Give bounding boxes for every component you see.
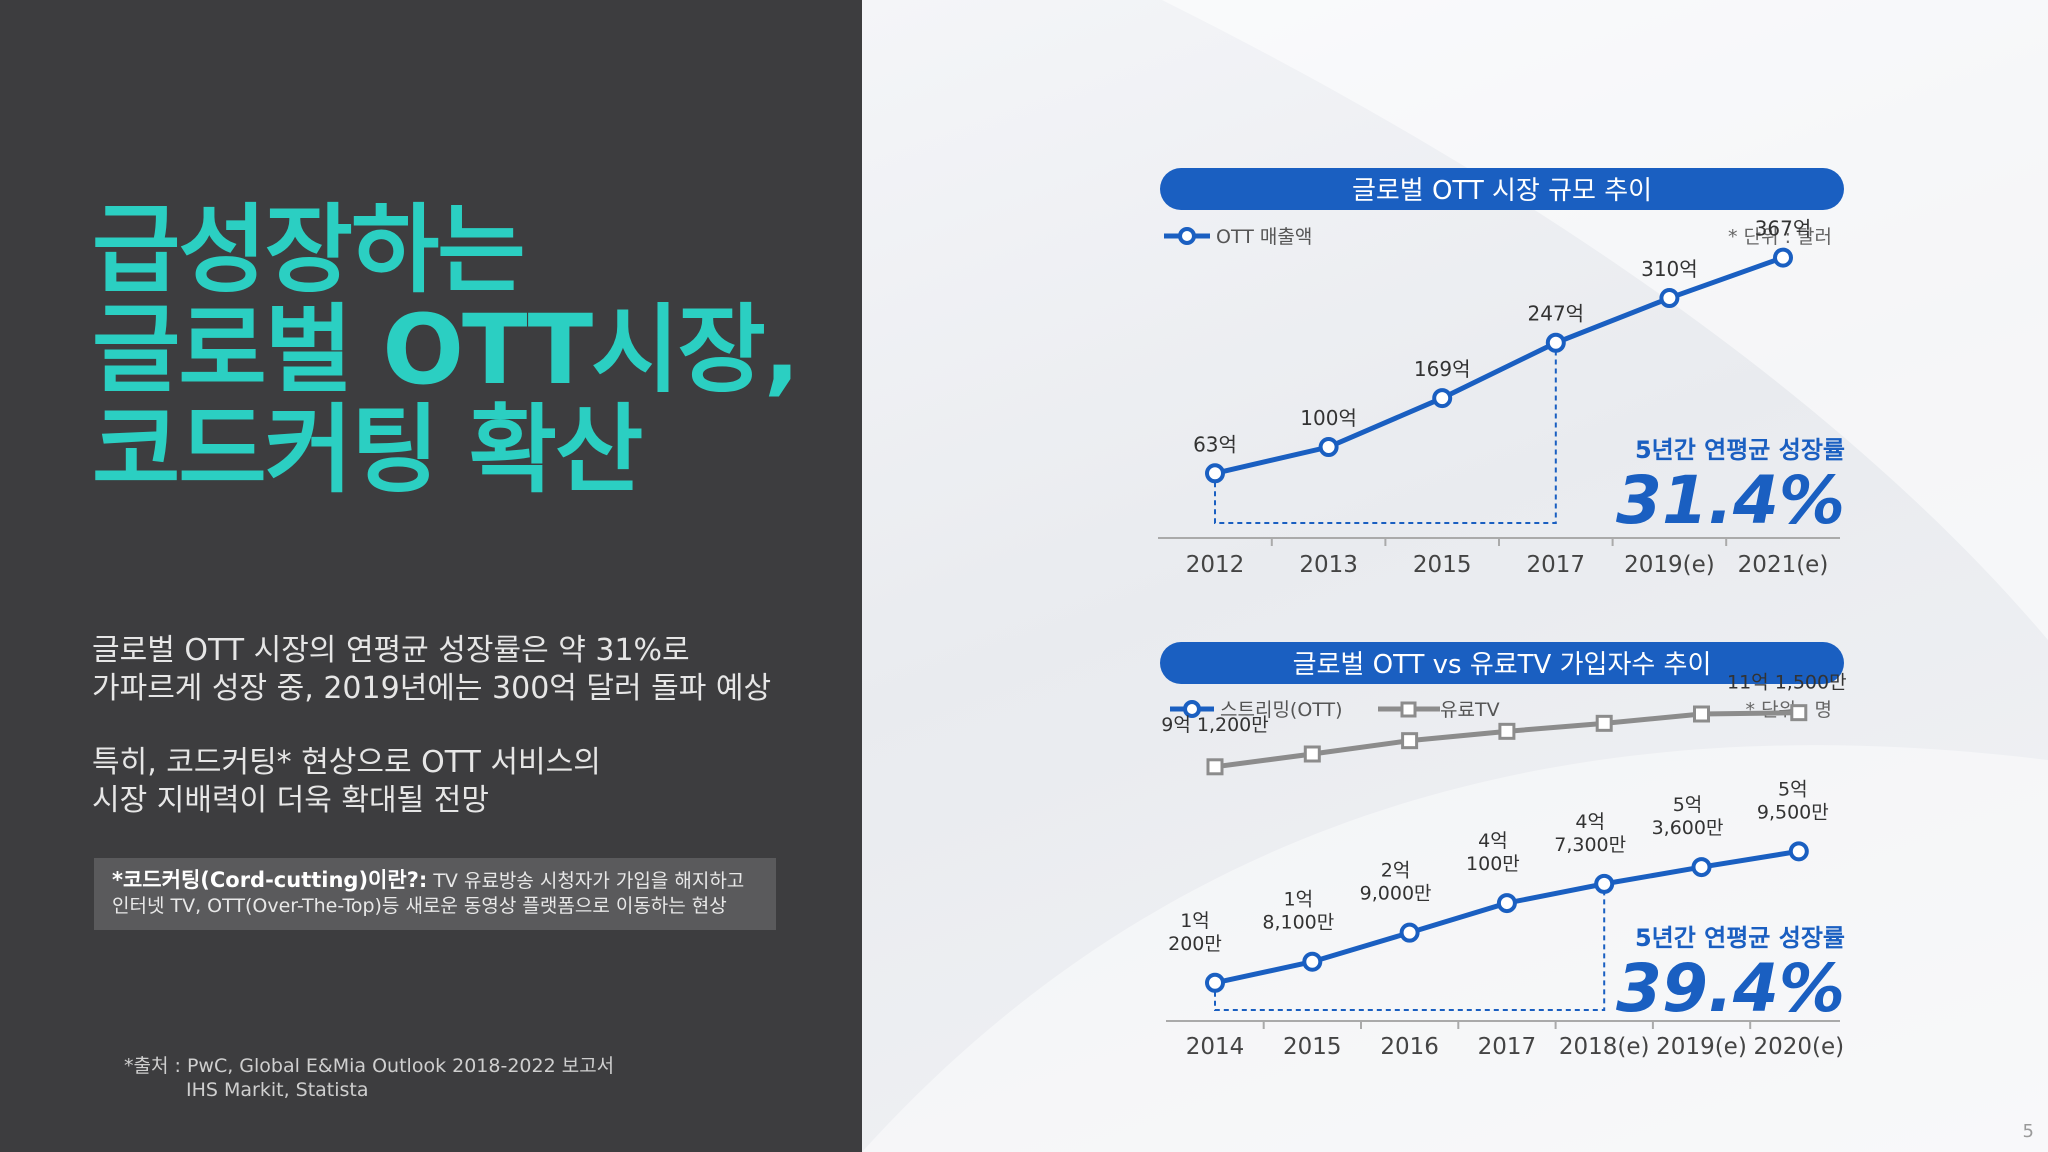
page-number: 5 <box>2022 1121 2034 1142</box>
x-tick-label: 2015 <box>1283 1034 1342 1060</box>
chart-title-bar <box>1160 168 1844 210</box>
legend-marker-paytv <box>1400 701 1417 718</box>
data-label-ott: 1억 200만 <box>1168 910 1222 955</box>
x-tick-label: 2019(e) <box>1656 1034 1747 1060</box>
chart-title-bar <box>1160 642 1844 684</box>
growth-caption: 5년간 연평균 성장률 <box>1635 436 1845 464</box>
growth-caption: 5년간 연평균 성장률 <box>1635 924 1845 952</box>
headline-line-3: 코드커팅 확산 <box>92 394 643 506</box>
unit-note: * 단위 : 달러 <box>1728 226 1832 248</box>
data-point-paytv <box>1595 714 1613 732</box>
data-point <box>1205 463 1225 484</box>
chart-title: 글로벌 OTT vs 유료TV 가입자수 추이 <box>1293 650 1712 680</box>
x-tick-label: 2012 <box>1186 552 1245 578</box>
x-tick-label: 2013 <box>1299 552 1358 578</box>
legend-label-paytv: 유료TV <box>1440 699 1500 721</box>
data-label-ott: 5억 9,500만 <box>1757 778 1829 823</box>
data-point-ott <box>1788 841 1809 862</box>
x-tick-label: 2017 <box>1527 552 1586 578</box>
x-tick-label: 2021(e) <box>1738 552 1829 578</box>
data-label: 310억 <box>1641 257 1698 281</box>
data-label-ott: 4억 100만 <box>1466 830 1520 875</box>
headline-line-1: 급성장하는 <box>92 194 526 306</box>
growth-value: 39.4% <box>1616 950 1845 1027</box>
paragraph-cord-cutting-line-1: 특히, 코드커팅* 현상으로 OTT 서비스의 <box>92 745 601 780</box>
legend-label-ott: 스트리밍(OTT) <box>1220 699 1343 721</box>
data-label: 100억 <box>1300 406 1357 430</box>
paragraph-cord-cutting: 특히, 코드커팅* 현상으로 OTT 서비스의 시장 지배력이 더욱 확대될 전… <box>92 744 812 820</box>
data-point <box>1318 437 1339 458</box>
source-note: *출처 : PwC, Global E&Mia Outlook 2018-202… <box>124 1054 614 1102</box>
cagr-guide-dashed <box>1214 342 1557 524</box>
unit-note: * 단위 : 명 <box>1746 699 1832 721</box>
background-swoosh <box>862 0 2048 1152</box>
data-point <box>1773 247 1793 268</box>
data-label-ott: 4억 7,300만 <box>1554 811 1626 856</box>
x-tick-label: 2016 <box>1380 1034 1439 1060</box>
chart-ott-market-size: 글로벌 OTT 시장 규모 추이 OTT 매출액 * 단위 : 달러 2012 2013… <box>1158 168 1845 578</box>
headline: 급성장하는 글로벌 OTT시장, 코드커팅 확산 <box>92 200 852 500</box>
source-line-1: *출처 : PwC, Global E&Mia Outlook 2018-202… <box>124 1055 615 1077</box>
data-point-ott <box>1205 972 1225 993</box>
legend-marker-ott <box>1183 700 1201 718</box>
source-line-2: IHS Markit, Statista <box>186 1079 369 1101</box>
data-label-paytv: 9억 1,200만 <box>1161 714 1268 736</box>
legend-label: OTT 매출액 <box>1216 226 1312 248</box>
paragraph-growth: 글로벌 OTT 시장의 연평균 성장률은 약 31%로 가파르게 성장 중, 2… <box>92 632 812 708</box>
series-line-ott-revenue <box>1214 255 1784 476</box>
cagr-guide-dashed <box>1214 883 1606 1011</box>
growth-value: 31.4% <box>1616 462 1845 539</box>
data-point-ott <box>1302 951 1323 972</box>
paragraph-growth-line-2: 가파르게 성장 중, 2019년에는 300억 달러 돌파 예상 <box>92 671 772 706</box>
definition-line-1: *코드커팅(Cord-cutting)이란?: TV 유료방송 시청자가 가입을… <box>112 868 758 894</box>
left-panel: 급성장하는 글로벌 OTT시장, 코드커팅 확산 글로벌 OTT 시장의 연평균… <box>0 0 862 1152</box>
x-tick-label: 2014 <box>1186 1034 1245 1060</box>
chart-title: 글로벌 OTT 시장 규모 추이 <box>1352 176 1652 206</box>
data-point-paytv <box>1206 758 1224 776</box>
data-point-paytv <box>1401 732 1419 750</box>
paragraph-growth-line-1: 글로벌 OTT 시장의 연평균 성장률은 약 31%로 <box>92 633 690 668</box>
legend-marker <box>1178 227 1196 245</box>
data-point-ott <box>1594 873 1615 894</box>
data-point-ott <box>1691 857 1712 878</box>
data-label: 63억 <box>1193 432 1237 456</box>
data-label-paytv: 11억 1,500만 <box>1727 672 1847 694</box>
data-point-paytv <box>1303 745 1321 763</box>
definition-line-2: 인터넷 TV, OTT(Over-The-Top)등 새로운 동영상 플랫폼으로… <box>112 895 727 917</box>
data-label-ott: 2억 9,000만 <box>1360 860 1432 905</box>
definition-term: *코드커팅(Cord-cutting)이란?: <box>112 868 428 892</box>
data-label: 247억 <box>1528 302 1585 326</box>
data-point-ott <box>1399 922 1420 943</box>
data-point-paytv <box>1498 722 1516 740</box>
x-tick-label: 2015 <box>1413 552 1472 578</box>
x-tick-label: 2019(e) <box>1624 552 1715 578</box>
data-point <box>1545 332 1566 353</box>
x-tick-label: 2018(e) <box>1559 1034 1650 1060</box>
data-label-ott: 5억 3,600만 <box>1652 794 1724 839</box>
data-point-paytv <box>1790 704 1808 722</box>
data-point-ott <box>1496 893 1517 914</box>
data-point <box>1432 388 1453 409</box>
definition-box: *코드커팅(Cord-cutting)이란?: TV 유료방송 시청자가 가입을… <box>94 858 776 930</box>
data-label: 169억 <box>1414 357 1471 381</box>
data-point-paytv <box>1693 705 1710 723</box>
paragraph-cord-cutting-line-2: 시장 지배력이 더욱 확대될 전망 <box>92 783 489 818</box>
x-tick-label: 2020(e) <box>1753 1034 1844 1060</box>
data-label-ott: 1억 8,100만 <box>1262 889 1334 934</box>
definition-line-1-text: TV 유료방송 시청자가 가입을 해지하고 <box>427 870 745 892</box>
x-tick-label: 2017 <box>1478 1034 1537 1060</box>
data-label: 367억 <box>1755 217 1812 241</box>
headline-line-2: 글로벌 OTT시장, <box>92 294 800 406</box>
data-point <box>1659 288 1680 309</box>
